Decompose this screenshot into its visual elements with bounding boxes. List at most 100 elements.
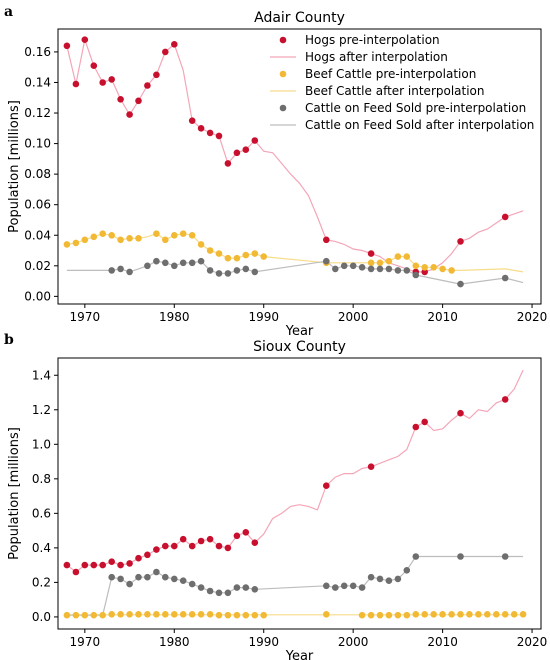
panel-2-cattle-on-feed-sold-pre-interpolation-point <box>501 553 509 560</box>
panel-2-axes-frame <box>57 357 542 630</box>
panel-2-cattle-on-feed-sold-pre-interpolation-point <box>358 584 366 591</box>
panel-1-hogs-pre-interpolation-point <box>251 137 259 144</box>
panel-2-hogs-pre-interpolation-point <box>206 535 214 543</box>
panel-2-hogs-pre-interpolation-point <box>215 542 223 550</box>
panel-2-beef-cattle-pre-interpolation-point <box>206 611 214 618</box>
panel-2-beef-cattle-pre-interpolation-point <box>251 611 259 619</box>
panel-1-x-tick-label: 2000 <box>338 310 369 324</box>
panel-2-hogs-pre-interpolation-point <box>117 561 124 569</box>
panel-2-hogs-pre-interpolation-point <box>99 561 106 569</box>
panel-1-cattle-on-feed-sold-after-interpolation-line <box>66 260 524 285</box>
adair-county-chart: Adair County 1970 1980 1990 2000 2010 2020 0.00… <box>7 10 547 339</box>
panel-1-hogs-pre-interpolation-point <box>224 160 232 167</box>
panel-2-beef-cattle-pre-interpolation-point <box>367 611 375 619</box>
panel-2-hogs-pre-interpolation-point <box>108 558 115 565</box>
panel-1-cattle-on-feed-sold-pre-interpolation-point <box>188 259 196 267</box>
panel-2-beef-cattle-pre-interpolation-point <box>466 611 473 618</box>
panel-1-x-tick-label: 2020 <box>517 310 548 324</box>
panel-2-hogs-pre-interpolation-point <box>197 537 205 545</box>
panel-2-hogs-pre-interpolation-point <box>233 532 241 540</box>
panel-2-beef-cattle-pre-interpolation-point <box>72 611 80 619</box>
panel-1-cattle-on-feed-sold-pre-interpolation-point <box>153 257 160 265</box>
panel-1-beef-cattle-pre-interpolation-point <box>197 241 205 248</box>
panel-1-legend-label-cattle-on-feed-sold-pre-interpolation: Cattle on Feed Sold pre-interpolation <box>305 101 526 115</box>
panel-2-cattle-on-feed-sold-pre-interpolation-point <box>403 567 411 574</box>
panel-2-beef-cattle-pre-interpolation-point <box>323 611 330 618</box>
panel-1-beef-cattle-pre-interpolation-point <box>242 251 250 259</box>
panel-2-beef-cattle-pre-interpolation-point <box>394 611 402 619</box>
panel-1-cattle-on-feed-sold-pre-interpolation-point <box>323 257 330 265</box>
panel-1-beef-cattle-pre-interpolation-point <box>90 233 98 241</box>
panel-1-legend: Hogs pre-interpolation Hogs after interpo… <box>270 33 534 132</box>
panel-2-cattle-on-feed-sold-pre-interpolation-point <box>385 577 393 584</box>
panel-2-beef-cattle-pre-interpolation-point <box>439 611 446 618</box>
panel-2-hogs-pre-interpolation-point <box>153 546 160 553</box>
panel-1-hogs-pre-interpolation-point <box>153 71 160 79</box>
panel-1-x-axis-title: Year <box>285 324 314 339</box>
panel-2-beef-cattle-pre-interpolation-point <box>108 611 115 618</box>
panel-1-beef-cattle-pre-interpolation-point <box>430 264 438 271</box>
panel-1-beef-cattle-pre-interpolation-point <box>117 236 124 244</box>
panel-2-beef-cattle-pre-interpolation-point <box>385 611 393 619</box>
panel-2-beef-cattle-pre-interpolation-point <box>510 611 518 618</box>
panel-2-cattle-on-feed-sold-pre-interpolation-point <box>135 573 142 581</box>
panel-2-cattle-on-feed-sold-pre-interpolation-point <box>108 573 115 581</box>
panel-2-cattle-on-feed-sold-pre-interpolation-point <box>179 577 187 584</box>
panel-2-hogs-pre-interpolation-point <box>63 561 71 569</box>
panel-1-y-tick-label: 0.06 <box>24 198 51 212</box>
panel-1-legend-marker-hogs-pre-interpolation <box>279 36 287 44</box>
panel-2-hogs-pre-interpolation-point <box>72 568 80 576</box>
panel-2-cattle-on-feed-sold-pre-interpolation-point <box>171 575 178 583</box>
panel-1-cattle-on-feed-sold-pre-interpolation-point <box>501 274 509 282</box>
panel-2-cattle-on-feed-sold-pre-interpolation-point <box>251 586 259 593</box>
panel-2-beef-cattle-pre-interpolation-point <box>171 611 178 618</box>
panel-1-cattle-on-feed-sold-pre-interpolation-point <box>197 257 205 265</box>
panel-2-cattle-on-feed-sold-pre-interpolation-point <box>323 582 330 590</box>
panel-2-cattle-on-feed-sold-pre-interpolation-point <box>197 584 205 591</box>
panel-2-hogs-pre-interpolation-point <box>367 463 375 471</box>
panel-2-cattle-on-feed-sold-pre-interpolation-point <box>332 584 339 591</box>
panel-2-hogs-pre-interpolation-point <box>188 542 196 550</box>
panel-2-cattle-on-feed-sold-pre-interpolation-point <box>233 584 241 591</box>
panel-1-y-tick-label: 0.04 <box>24 228 51 242</box>
panel-1-cattle-on-feed-sold-pre-interpolation-point <box>233 267 241 274</box>
panel-1-hogs-pre-interpolation-point <box>117 96 124 103</box>
panel-1-cattle-on-feed-sold-pre-interpolation-point <box>251 268 259 276</box>
panel-1-hogs-pre-interpolation-point <box>188 117 196 124</box>
panel-2-y-tick-label: 1.0 <box>32 437 51 451</box>
panel-1-x-tick-label: 1980 <box>159 310 190 324</box>
panel-1-hogs-pre-interpolation-point <box>501 213 509 221</box>
panel-1-cattle-on-feed-sold-pre-interpolation-point <box>376 265 384 273</box>
panel-1-hogs-pre-interpolation-point <box>108 76 115 83</box>
panel-1-hogs-pre-interpolation-point <box>215 132 223 140</box>
panel-2-cattle-on-feed-sold-pre-interpolation-point <box>188 580 196 588</box>
panel-1-beef-cattle-pre-interpolation-point <box>108 232 115 239</box>
panel-1-hogs-pre-interpolation-point <box>457 238 464 245</box>
panel-2-hogs-pre-interpolation-point <box>135 554 142 562</box>
panel-1-y-tick-label: 0.14 <box>24 75 51 89</box>
panel-1-cattle-on-feed-sold-pre-interpolation-point <box>332 265 339 273</box>
panel-1-hogs-after-interpolation-line <box>66 37 524 273</box>
panel-2-hogs-pre-interpolation-point <box>323 482 330 490</box>
panel-2-beef-cattle-pre-interpolation-point <box>81 611 89 619</box>
panel-2-beef-cattle-pre-interpolation-point <box>457 611 464 618</box>
panel-2-cattle-on-feed-sold-pre-interpolation-point <box>153 568 160 576</box>
panel-1-axes-frame <box>57 28 542 305</box>
panel-1-beef-cattle-pre-interpolation-point <box>135 235 142 242</box>
panel-1-beef-cattle-pre-interpolation-point <box>162 236 169 244</box>
panel-2-hogs-pre-interpolation-point <box>162 542 169 550</box>
panel-1-beef-cattle-pre-interpolation-point <box>260 253 268 260</box>
panel-1-cattle-on-feed-sold-pre-interpolation-point <box>206 267 214 274</box>
panel-2-beef-cattle-pre-interpolation-point <box>99 611 106 619</box>
panel-1-beef-cattle-pre-interpolation-point <box>439 265 446 273</box>
panel-1-y-tick-label: 0.12 <box>24 106 51 120</box>
panel-1-beef-cattle-pre-interpolation-point <box>81 236 89 244</box>
panel-2-cattle-on-feed-sold-pre-interpolation-point <box>144 573 151 581</box>
panel-1-y-tick-label: 0.10 <box>24 137 51 151</box>
panel-2-x-tick-label: 1990 <box>248 635 279 649</box>
panel-2-x-axis-title: Year <box>285 649 314 660</box>
panel-2-y-tick-label: 0.6 <box>32 506 51 520</box>
panel-1-beef-cattle-pre-interpolation-point <box>233 254 241 262</box>
panel-2-hogs-pre-interpolation-point <box>144 551 151 559</box>
